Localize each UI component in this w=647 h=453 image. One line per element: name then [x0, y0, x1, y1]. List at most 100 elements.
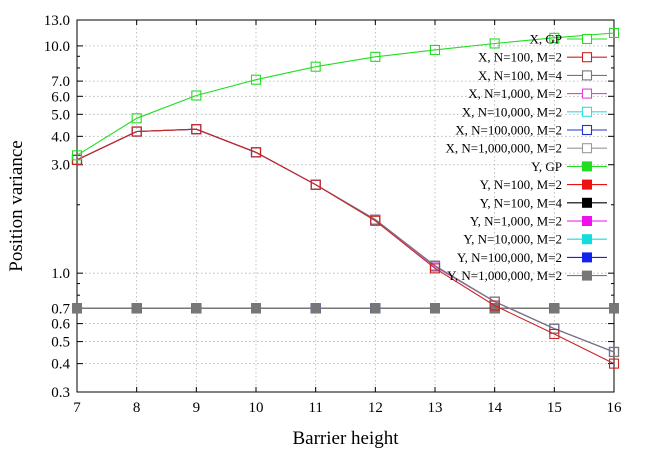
legend-marker: [581, 70, 593, 81]
data-point: [71, 150, 83, 161]
legend-label: Y, N=1,000, M=2: [470, 214, 562, 229]
y-tick-label: 5.0: [51, 107, 70, 123]
legend-marker: [582, 161, 592, 172]
x-tick-label: 9: [193, 400, 201, 416]
legend-entry: Y, N=10,000, M=2: [463, 232, 607, 247]
plot-frame: [76, 19, 615, 393]
y-tick-label: 4.0: [51, 129, 70, 145]
series-1: [71, 124, 620, 369]
data-point: [370, 303, 381, 314]
legend-label: Y, N=100, M=4: [480, 195, 563, 210]
series-0: [71, 27, 620, 161]
data-point: [251, 303, 261, 314]
legend-marker: [581, 88, 593, 99]
x-tick-label: 12: [368, 400, 383, 416]
legend-label: Y, N=100, M=2: [480, 177, 562, 192]
legend-label: X, N=100, M=2: [478, 50, 562, 65]
legend-label: Y, GP: [531, 159, 562, 174]
legend-label: X, GP: [529, 32, 562, 47]
legend-entry: Y, N=1,000,000, M=2: [447, 268, 607, 283]
data-point: [429, 263, 441, 274]
data-point: [310, 303, 321, 314]
y-tick-label: 0.4: [51, 357, 70, 373]
data-point: [430, 303, 440, 314]
legend-label: X, N=1,000, M=2: [468, 86, 562, 101]
data-point: [549, 328, 560, 340]
data-point: [191, 124, 202, 135]
legend-marker: [582, 270, 592, 281]
data-point: [250, 147, 262, 158]
legend-entry: Y, N=100,000, M=2: [457, 250, 607, 265]
data-point: [310, 179, 321, 190]
data-point: [131, 303, 142, 314]
legend-label: X, N=100,000, M=2: [455, 123, 562, 138]
legend-entry: X, N=1,000, M=2: [468, 86, 607, 101]
x-axis-label: Barrier height: [292, 428, 399, 449]
legend-entry: X, GP: [529, 32, 607, 47]
legend-entry: Y, GP: [531, 159, 607, 174]
y-tick-label: 13.0: [44, 13, 70, 29]
legend-label: Y, N=10,000, M=2: [463, 232, 562, 247]
legend: X, GP X, N=100, M=2 X, N=100, M=4 X, N=1,00…: [446, 32, 607, 283]
legend-marker: [581, 124, 593, 136]
legend-marker: [581, 33, 593, 45]
y-tick-label: 0.5: [51, 335, 70, 351]
y-tick-label: 10.0: [44, 39, 70, 55]
y-tick-label: 0.3: [51, 385, 70, 401]
data-point: [310, 61, 321, 72]
data-point: [250, 74, 262, 85]
legend-entry: X, N=100, M=4: [478, 68, 607, 83]
legend-marker: [582, 216, 592, 226]
data-point: [370, 51, 381, 62]
legend-label: Y, N=100,000, M=2: [457, 250, 562, 265]
legend-label: X, N=1,000,000, M=2: [446, 141, 563, 156]
legend-entry: Y, N=1,000, M=2: [470, 214, 607, 229]
data-point: [131, 126, 142, 137]
data-point: [549, 303, 560, 314]
legend-marker: [582, 252, 592, 263]
legend-entry: Y, N=100, M=2: [480, 177, 607, 192]
series-layer: [71, 27, 620, 369]
legend-label: X, N=100, M=4: [478, 68, 562, 83]
legend-label: X, N=10,000, M=2: [462, 104, 562, 119]
data-point: [191, 90, 202, 101]
x-tick-label: 16: [607, 400, 623, 416]
x-tick-label: 10: [249, 400, 264, 416]
legend-marker: [581, 52, 593, 63]
data-point: [191, 303, 202, 314]
series-13: [72, 303, 619, 314]
y-tick-label: 0.7: [51, 301, 70, 317]
y-tick-label: 1.0: [51, 266, 70, 282]
y-tick-label: 0.6: [51, 317, 70, 333]
data-point: [549, 32, 560, 43]
legend-marker: [582, 197, 592, 208]
legend-marker: [581, 143, 593, 154]
x-tick-label: 11: [308, 400, 322, 416]
x-tick-label: 13: [428, 400, 443, 416]
x-tick-label: 8: [133, 400, 141, 416]
x-tick-label: 7: [73, 400, 81, 416]
legend-marker: [581, 106, 593, 117]
legend-entry: Y, N=100, M=4: [480, 195, 607, 210]
data-point: [608, 27, 620, 39]
data-point: [370, 215, 381, 226]
data-point: [549, 323, 560, 334]
legend-entry: X, N=100,000, M=2: [455, 123, 607, 138]
legend-label: Y, N=1,000,000, M=2: [447, 268, 562, 283]
legend-marker: [582, 234, 592, 245]
data-point: [608, 346, 620, 358]
data-point: [72, 303, 82, 314]
data-point: [609, 303, 619, 314]
y-tick-label: 6.0: [51, 89, 70, 105]
legend-entry: X, N=1,000,000, M=2: [446, 141, 607, 156]
legend-marker: [582, 179, 592, 190]
x-tick-label: 14: [487, 400, 503, 416]
y-tick-label: 3.0: [51, 158, 70, 174]
axis-ticks: 7 8 9 10 11 12 13 14 15 16 0.3 0.4 0.5 0.60.7 1.0 3.0 4.…: [44, 13, 622, 416]
series-line: [76, 128, 615, 365]
x-tick-label: 15: [547, 400, 562, 416]
data-point: [489, 300, 500, 311]
y-axis-label: Position variance: [6, 140, 27, 271]
data-point: [608, 358, 620, 369]
